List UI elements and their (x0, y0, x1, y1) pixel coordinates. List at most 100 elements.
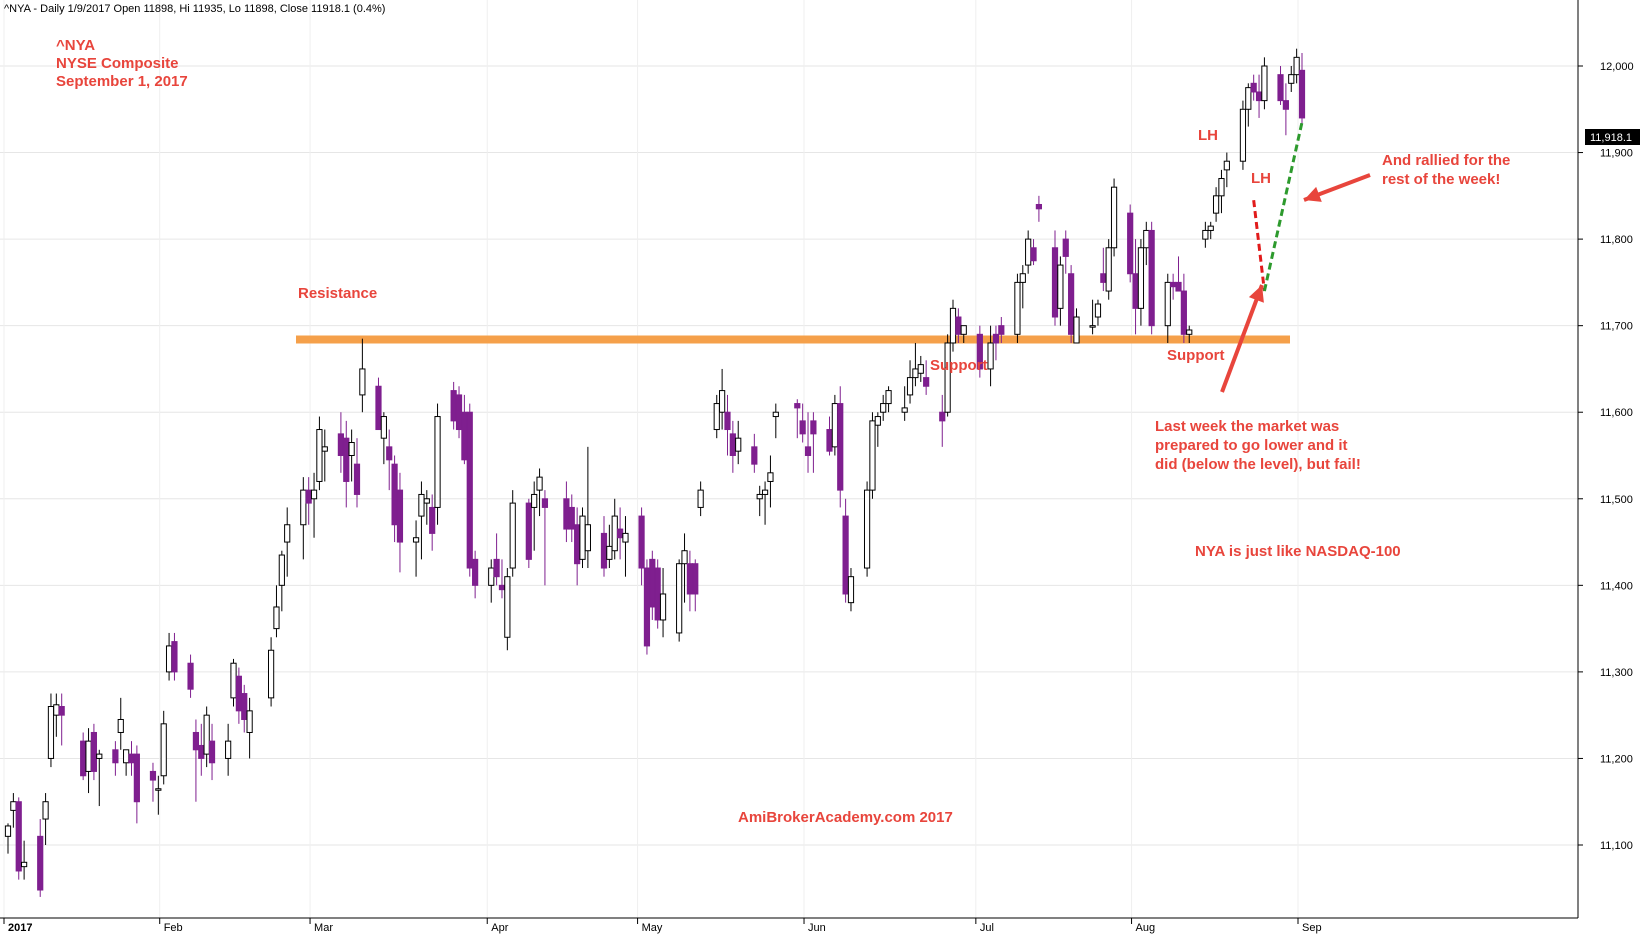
candle (348, 429, 355, 482)
candle-body-down (1180, 290, 1187, 335)
candle (761, 481, 769, 525)
candle-body-down (58, 706, 65, 716)
candle-body-up (504, 576, 511, 638)
rallied-note-line-2: rest of the week! (1382, 171, 1500, 188)
candle-body-down (525, 502, 532, 560)
candle (987, 325, 994, 387)
candle-body-up (735, 437, 742, 452)
candle (874, 412, 881, 447)
month-label: 2017 (8, 922, 32, 934)
candle-body-up (123, 749, 130, 764)
candle-body-down (1068, 273, 1075, 335)
candle (90, 723, 98, 781)
candle-body-down (1148, 229, 1155, 327)
candle-body-down (305, 489, 312, 504)
candle-body-down (112, 749, 119, 764)
candle-body-up (316, 429, 323, 482)
candle (187, 654, 194, 698)
price-tick-label: 11,200 (1600, 753, 1633, 765)
candle-body-down (455, 394, 463, 431)
candle-body-up (1239, 108, 1247, 162)
candle (568, 494, 575, 543)
month-label: May (642, 922, 663, 934)
candle-body-up (160, 723, 167, 777)
candle-body-up (1094, 303, 1102, 318)
candle-body-down (149, 770, 157, 781)
candle-body-up (756, 493, 763, 500)
candles (4, 48, 1306, 897)
candle (1250, 74, 1257, 101)
candle-body-down (133, 753, 140, 803)
candle (273, 585, 280, 638)
candle (1186, 325, 1193, 343)
candle-body-up (230, 662, 237, 699)
candle-body-up (1089, 325, 1096, 328)
month-label: Jul (980, 922, 994, 934)
candle-body-up (880, 403, 887, 413)
candle-body-up (1186, 329, 1193, 335)
rally-arrow-head (1304, 186, 1322, 202)
candle (1127, 204, 1134, 283)
candle-body-up (536, 476, 543, 491)
last-week-arrow-head (1248, 285, 1264, 303)
candle-body-up (203, 714, 210, 755)
candle (1298, 53, 1306, 127)
month-label: Sep (1302, 922, 1322, 934)
candle (692, 559, 699, 612)
last-week-arrow (1220, 284, 1264, 393)
grid-lines (0, 0, 1578, 918)
candle-body-down (450, 390, 457, 422)
candle-body-up (611, 515, 618, 552)
candle-body-down (563, 498, 570, 530)
candle-body-up (1073, 316, 1080, 344)
candle (863, 481, 871, 577)
candle-body-down (616, 528, 624, 539)
candle (509, 490, 516, 577)
candle (1014, 273, 1021, 343)
candle-body-down (1100, 273, 1107, 283)
candle-body-up (96, 753, 103, 759)
candle (359, 338, 366, 413)
candle-body-down (804, 446, 812, 457)
candle-body-down (1051, 247, 1059, 318)
candle-body-down (643, 567, 651, 647)
date-label: September 1, 2017 (56, 73, 188, 90)
candle (880, 394, 887, 421)
price-tick-label: 11,900 (1600, 148, 1633, 160)
candle-body-up (767, 472, 774, 482)
candle-body-up (117, 718, 124, 733)
candle (960, 325, 967, 343)
candle (1202, 221, 1209, 248)
candle (606, 524, 613, 569)
candle (1277, 66, 1284, 105)
chart-header: ^NYA - Daily 1/9/2017 Open 11898, Hi 119… (4, 3, 385, 15)
candle (493, 533, 500, 586)
candle-body-down (1062, 238, 1069, 257)
candle-body-down (375, 385, 382, 431)
price-tick-label: 12,000 (1600, 61, 1634, 73)
candle (1175, 256, 1182, 292)
candle (756, 485, 763, 517)
candle (117, 697, 124, 750)
candle-body-down (1282, 100, 1289, 110)
candle (1073, 308, 1080, 344)
candle (1261, 57, 1268, 110)
candle (380, 412, 387, 465)
candle-body-up (1014, 281, 1021, 335)
candle (654, 559, 661, 629)
candle (992, 325, 1000, 361)
candle (525, 498, 532, 569)
month-label: Jun (808, 922, 826, 934)
candle (638, 507, 645, 586)
candle (1030, 239, 1037, 266)
candle-body-up (284, 524, 291, 543)
candle-body-down (386, 446, 393, 461)
candle-body-up (1110, 186, 1118, 249)
candle (321, 429, 328, 482)
trend-lines (1252, 121, 1304, 292)
candle-body-up (321, 446, 328, 452)
candle-body-up (1057, 264, 1064, 309)
candle (155, 775, 162, 815)
candle (284, 507, 291, 577)
candle-body-down (600, 532, 608, 569)
